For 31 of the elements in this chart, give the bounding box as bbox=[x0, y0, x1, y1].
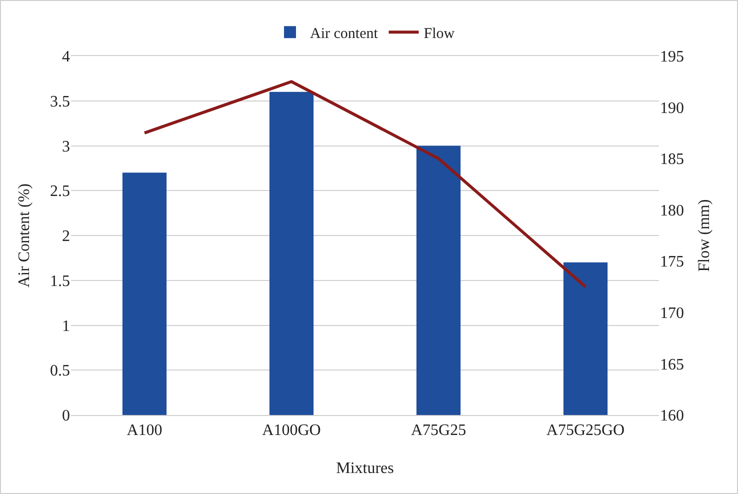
y-tick-label: 3 bbox=[62, 138, 70, 156]
y-tick-label: 4 bbox=[62, 48, 70, 66]
y-tick-label: 0.5 bbox=[50, 362, 70, 380]
legend-label: Flow bbox=[424, 26, 455, 42]
y2-tick-label: 170 bbox=[660, 305, 684, 322]
legend-label: Air content bbox=[310, 26, 379, 42]
x-tick-label: A75G25GO bbox=[546, 422, 625, 440]
y-tick-label: 2.5 bbox=[50, 183, 70, 200]
bar bbox=[416, 146, 461, 415]
y2-tick-label: 160 bbox=[660, 408, 684, 425]
x-tick-label: A75G25 bbox=[410, 422, 466, 440]
y2-tick-label: 195 bbox=[660, 48, 684, 66]
bar bbox=[563, 262, 608, 415]
y2-tick-label: 180 bbox=[660, 202, 684, 220]
bar bbox=[122, 172, 167, 415]
bar bbox=[269, 92, 314, 415]
x-axis-title: Mixtures bbox=[336, 460, 394, 477]
y-tick-label: 3.5 bbox=[50, 93, 70, 110]
y-tick-label: 0 bbox=[62, 408, 70, 425]
x-tick-label: A100 bbox=[126, 422, 162, 440]
y2-axis-title: Flow (mm) bbox=[696, 199, 713, 272]
y2-tick-label: 185 bbox=[660, 151, 684, 168]
y-axis-title: Air Content (%) bbox=[16, 184, 33, 288]
x-tick-label: A100GO bbox=[262, 422, 321, 440]
y-tick-label: 1 bbox=[62, 318, 70, 335]
y-tick-label: 1.5 bbox=[50, 272, 70, 290]
line-series bbox=[143, 80, 587, 288]
y-tick-label: 2 bbox=[62, 228, 70, 246]
y2-tick-label: 175 bbox=[660, 254, 684, 271]
y2-tick-label: 165 bbox=[660, 356, 684, 374]
y2-tick-label: 190 bbox=[660, 100, 684, 117]
